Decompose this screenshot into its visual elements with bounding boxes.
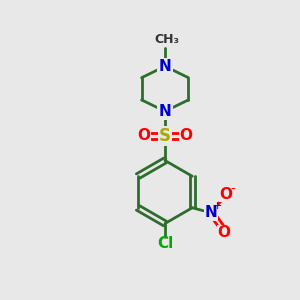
Text: +: + — [213, 201, 222, 211]
Text: CH₃: CH₃ — [154, 33, 179, 46]
Text: N: N — [159, 59, 171, 74]
Text: O: O — [217, 225, 230, 240]
Text: -: - — [230, 183, 235, 197]
Text: O: O — [179, 128, 193, 143]
Text: S: S — [159, 127, 171, 145]
Text: N: N — [205, 205, 217, 220]
Text: N: N — [159, 104, 171, 119]
Text: O: O — [219, 187, 232, 202]
Text: O: O — [137, 128, 151, 143]
Text: Cl: Cl — [157, 236, 173, 251]
